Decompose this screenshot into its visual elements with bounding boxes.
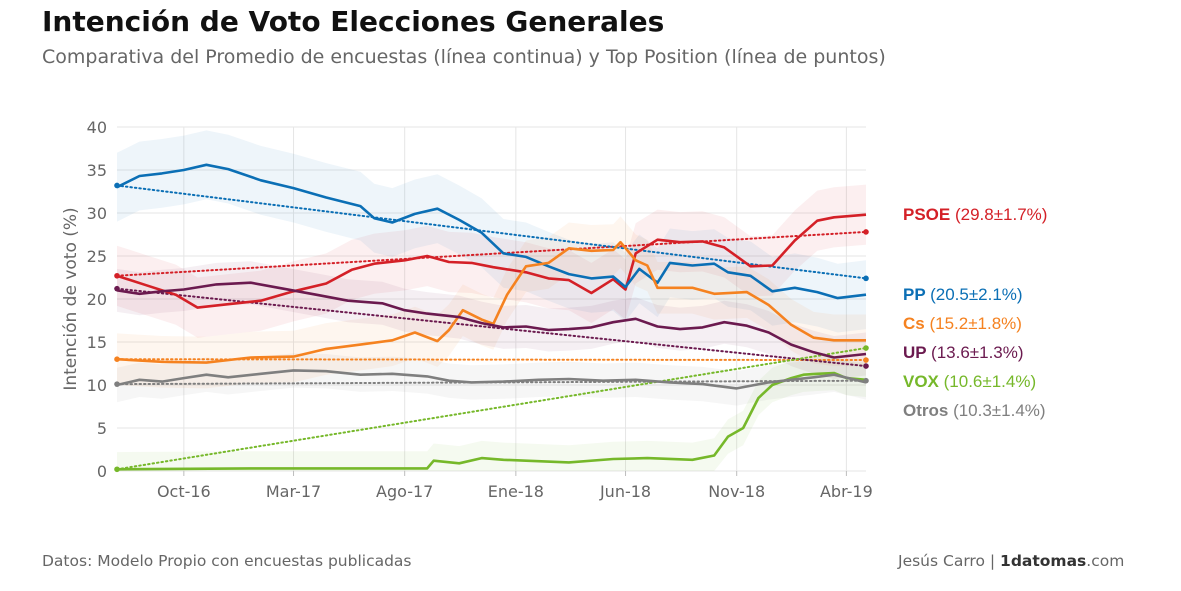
chart-title: Intención de Voto Elecciones Generales [42, 5, 665, 38]
start-dot-psoe [114, 272, 120, 279]
series-name: VOX [903, 372, 944, 391]
series-label-up: UP (13.6±1.3%) [903, 343, 1024, 362]
series-value: (15.2±1.8%) [929, 314, 1022, 333]
x-tick-label: Ene-18 [488, 482, 544, 501]
series-value: (29.8±1.7%) [955, 205, 1048, 224]
series-value: (20.5±2.1%) [930, 285, 1023, 304]
start-dot-pp [114, 182, 120, 189]
trend-line-psoe [116, 230, 867, 277]
trend-end-dot-up [863, 363, 869, 369]
line-up [116, 281, 867, 359]
start-dot-cs [114, 356, 120, 363]
line-pp [116, 163, 867, 300]
start-dot-vox [114, 466, 120, 473]
y-tick-label: 15 [87, 333, 107, 352]
x-tick-label: Jun-18 [599, 482, 651, 501]
series-label-cs: Cs (15.2±1.8%) [903, 314, 1022, 333]
trend-line-pp [116, 184, 867, 280]
x-tick-label: Ago-17 [376, 482, 433, 501]
brand-domain: .com [1086, 552, 1125, 570]
y-tick-label: 0 [97, 462, 107, 481]
band-otros [117, 353, 866, 406]
series-labels: PSOE (29.8±1.7%)PP (20.5±2.1%)Cs (15.2±1… [903, 205, 1047, 420]
trend-end-dot-otros [863, 377, 869, 384]
trend-line-cs [116, 358, 867, 362]
x-tick-label: Mar-17 [266, 482, 321, 501]
series-value: (10.6±1.4%) [944, 372, 1037, 391]
x-tick-label: Abr-19 [820, 482, 873, 501]
series-label-otros: Otros (10.3±1.4%) [903, 401, 1046, 420]
line-vox [116, 371, 867, 471]
chart-subtitle: Comparativa del Promedio de encuestas (l… [42, 46, 886, 68]
series-label-pp: PP (20.5±2.1%) [903, 285, 1023, 304]
x-tick-label: Oct-16 [157, 482, 211, 501]
series-label-vox: VOX (10.6±1.4%) [903, 372, 1036, 391]
x-tick-label: Nov-18 [708, 482, 765, 501]
series-name: PSOE [903, 205, 955, 224]
author-credit: Jesús Carro | 1datomas.com [898, 552, 1124, 570]
series-name: Cs [903, 314, 929, 333]
trend-end-dot-psoe [863, 229, 869, 235]
y-axis-title: Intención de voto (%) [61, 207, 81, 390]
start-dot-otros [114, 381, 120, 387]
trend-end-dot-vox [863, 345, 869, 351]
y-tick-label: 30 [87, 204, 107, 223]
series-name: UP [903, 343, 931, 362]
y-tick-label: 10 [87, 376, 107, 395]
line-psoe [116, 213, 867, 309]
series-name: PP [903, 285, 930, 304]
band-up [117, 261, 866, 379]
brand-name: 1datomas [1000, 552, 1087, 570]
series-value: (10.3±1.4%) [953, 401, 1046, 420]
band-psoe [117, 184, 866, 338]
y-tick-label: 20 [87, 290, 107, 309]
series-value: (13.6±1.3%) [931, 343, 1024, 362]
y-tick-label: 25 [87, 247, 107, 266]
series-label-psoe: PSOE (29.8±1.7%) [903, 205, 1047, 224]
trend-end-dot-pp [863, 275, 869, 282]
start-dot-up [114, 285, 120, 292]
author-name: Jesús Carro | [898, 552, 1001, 570]
trend-line-vox [116, 347, 867, 471]
y-tick-label: 5 [97, 419, 107, 438]
line-otros [116, 369, 867, 390]
series-name: Otros [903, 401, 953, 420]
axes: 0 5 10 15 20 25 30 35 40 Oct-16 Mar-17 Ago-17 Ene-18… [61, 118, 873, 501]
line-cs [116, 240, 866, 364]
band-vox [117, 355, 866, 471]
gridlines [117, 126, 866, 472]
trend-end-dot-cs [863, 357, 869, 363]
source-note: Datos: Modelo Propio con encuestas publi… [42, 552, 412, 570]
y-tick-label: 40 [87, 118, 107, 137]
band-cs [117, 216, 866, 389]
y-tick-label: 35 [87, 161, 107, 180]
endpoint-dots [114, 182, 869, 473]
poll-average-lines [116, 163, 867, 471]
